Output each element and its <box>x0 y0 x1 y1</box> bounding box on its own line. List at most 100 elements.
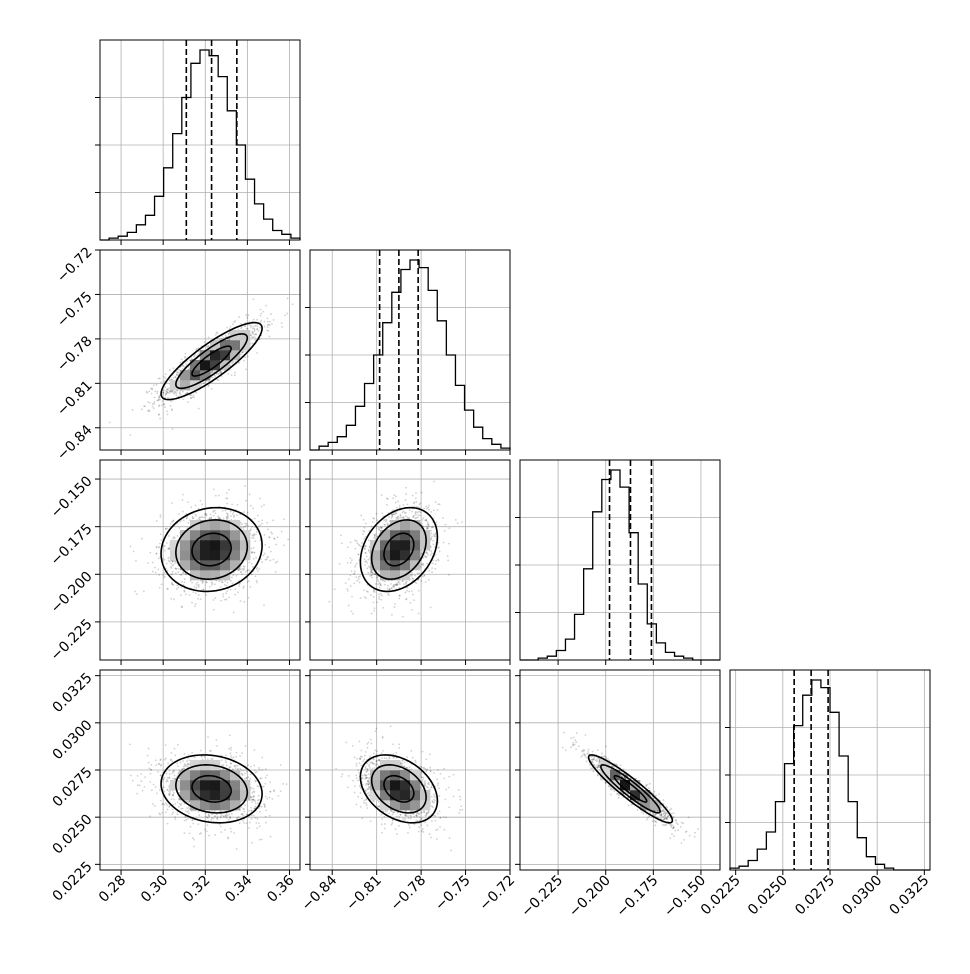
sample-point <box>198 584 200 586</box>
sample-point <box>444 524 446 526</box>
sample-point <box>394 603 396 605</box>
sample-point <box>177 587 179 589</box>
sample-point <box>134 591 136 593</box>
sample-point <box>247 356 249 358</box>
sample-point <box>351 559 353 561</box>
sample-point <box>206 830 208 832</box>
sample-point <box>251 547 253 549</box>
sample-point <box>160 381 162 383</box>
sample-point <box>251 526 253 528</box>
sample-point <box>370 571 372 573</box>
sample-point <box>254 552 256 554</box>
sample-point <box>243 822 245 824</box>
sample-point <box>379 584 381 586</box>
sample-point <box>234 320 236 322</box>
sample-point <box>254 770 256 772</box>
sample-point <box>186 819 188 821</box>
sample-point <box>356 540 358 542</box>
sample-point <box>415 501 417 503</box>
sample-point <box>246 777 248 779</box>
sample-point <box>224 584 226 586</box>
sample-point <box>418 514 420 516</box>
sample-point <box>267 318 269 320</box>
sample-point <box>213 515 215 517</box>
sample-point <box>218 373 220 375</box>
sample-point <box>194 605 196 607</box>
sample-point <box>155 553 157 555</box>
sample-point <box>170 567 172 569</box>
sample-point <box>364 564 366 566</box>
sample-point <box>178 513 180 515</box>
sample-point <box>156 520 158 522</box>
sample-point <box>212 377 214 379</box>
sample-point <box>431 536 433 538</box>
sample-point <box>229 734 231 736</box>
sample-point <box>387 585 389 587</box>
sample-point <box>172 560 174 562</box>
sample-point <box>227 513 229 515</box>
sample-point <box>170 523 172 525</box>
sample-point <box>431 553 433 555</box>
sample-point <box>164 377 166 379</box>
sample-point <box>365 523 367 525</box>
sample-point <box>346 588 348 590</box>
sample-point <box>392 509 394 511</box>
sample-point <box>172 520 174 522</box>
sample-point <box>232 363 234 365</box>
sample-point <box>247 512 249 514</box>
sample-point <box>247 581 249 583</box>
sample-point <box>153 384 155 386</box>
sample-point <box>448 574 450 576</box>
sample-point <box>179 390 181 392</box>
sample-point <box>351 611 353 613</box>
sample-point <box>161 583 163 585</box>
density-bin <box>230 550 240 560</box>
sample-point <box>384 584 386 586</box>
sample-point <box>360 515 362 517</box>
sample-point <box>378 529 380 531</box>
sample-point <box>273 319 275 321</box>
sample-point <box>287 297 289 299</box>
sample-point <box>172 760 174 762</box>
sample-point <box>141 538 143 540</box>
sample-point <box>202 382 204 384</box>
sample-point <box>261 519 263 521</box>
sample-point <box>250 335 252 337</box>
sample-point <box>376 601 378 603</box>
sample-point <box>405 493 407 495</box>
sample-point <box>267 326 269 328</box>
sample-point <box>195 583 197 585</box>
sample-point <box>354 548 356 550</box>
sample-point <box>203 516 205 518</box>
sample-point <box>360 546 362 548</box>
density-bin <box>230 350 240 360</box>
sample-point <box>192 823 194 825</box>
sample-point <box>431 550 433 552</box>
sample-point <box>415 517 417 519</box>
sample-point <box>243 566 245 568</box>
sample-point <box>227 373 229 375</box>
sample-point <box>184 578 186 580</box>
sample-point <box>208 384 210 386</box>
sample-point <box>176 535 178 537</box>
sample-point <box>349 575 351 577</box>
sample-point <box>242 569 244 571</box>
sample-point <box>409 509 411 511</box>
sample-point <box>149 552 151 554</box>
sample-point <box>281 326 283 328</box>
sample-point <box>210 517 212 519</box>
sample-point <box>208 835 210 837</box>
sample-point <box>360 597 362 599</box>
density-bin <box>200 540 210 550</box>
sample-point <box>163 376 165 378</box>
sample-point <box>359 575 361 577</box>
sample-point <box>182 499 184 501</box>
sample-point <box>209 517 211 519</box>
sample-point <box>356 562 358 564</box>
sample-point <box>375 583 377 585</box>
sample-point <box>170 400 172 402</box>
sample-point <box>245 368 247 370</box>
sample-point <box>163 389 165 391</box>
sample-point <box>421 519 423 521</box>
sample-point <box>232 574 234 576</box>
